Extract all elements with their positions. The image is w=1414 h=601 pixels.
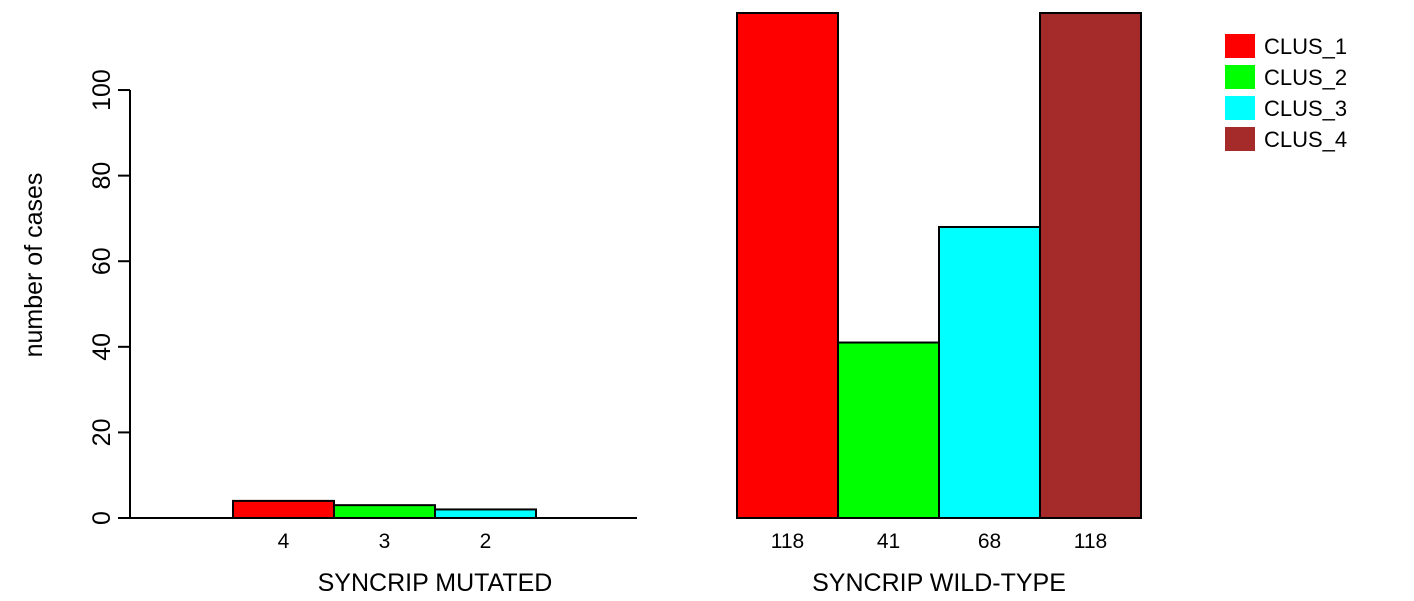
bar-count-label: 41	[877, 530, 900, 553]
y-axis: 0 20 40 60 80 100	[88, 69, 131, 525]
bar-count-label: 4	[278, 530, 290, 553]
y-axis-label: number of cases	[20, 173, 48, 358]
bar-clus-1	[736, 12, 839, 519]
bar-count-label: 2	[480, 530, 492, 553]
bar-clus-2	[837, 341, 940, 519]
panel-mutated: 4 3 2 SYNCRIP MUTATED	[130, 499, 637, 597]
legend-item: CLUS_2	[1225, 65, 1347, 90]
legend-label: CLUS_1	[1264, 34, 1347, 59]
bar-count-label: 118	[1074, 530, 1107, 553]
bar-count-label: 118	[771, 530, 804, 553]
bar-clus-4	[1039, 12, 1142, 519]
legend-label: CLUS_3	[1264, 96, 1347, 121]
legend-label: CLUS_2	[1264, 65, 1347, 90]
y-tick-label: 60	[88, 247, 116, 275]
y-tick-label: 0	[88, 511, 116, 525]
legend-swatch	[1225, 127, 1255, 151]
bar-clus-3	[434, 508, 537, 519]
legend-item: CLUS_3	[1225, 96, 1347, 121]
bar-count-label: 3	[379, 530, 391, 553]
bar-clus-2	[333, 504, 436, 519]
legend-swatch	[1225, 65, 1255, 89]
legend-swatch	[1225, 96, 1255, 120]
group-label: SYNCRIP WILD-TYPE	[812, 569, 1066, 597]
y-tick-label: 100	[88, 69, 116, 111]
y-tick-label: 20	[88, 419, 116, 447]
legend-swatch	[1225, 34, 1255, 58]
bar-clus-3	[938, 225, 1041, 519]
legend: CLUS_1 CLUS_2 CLUS_3 CLUS_4	[1225, 34, 1347, 152]
y-tick-label: 40	[88, 333, 116, 361]
bar-clus-1	[232, 499, 335, 519]
bar-panels: 4 3 2 SYNCRIP MUTATED 118 41 68 118 SYNCRIP WILD…	[130, 12, 1142, 597]
group-label: SYNCRIP MUTATED	[318, 569, 553, 597]
panel-wild-type: 118 41 68 118 SYNCRIP WILD-TYPE	[736, 12, 1142, 597]
bar-count-label: 68	[978, 530, 1001, 553]
legend-label: CLUS_4	[1264, 127, 1347, 152]
legend-item: CLUS_4	[1225, 127, 1347, 152]
y-tick-label: 80	[88, 162, 116, 190]
legend-item: CLUS_1	[1225, 34, 1347, 59]
